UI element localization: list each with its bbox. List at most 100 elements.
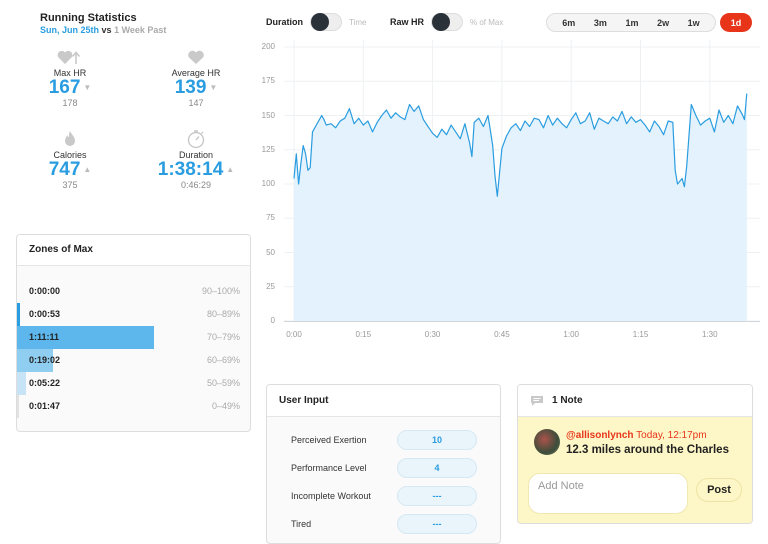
time-range-selector: 6m 3m 1m 2w 1w: [546, 13, 716, 32]
incomplete-workout-field[interactable]: ---: [397, 486, 477, 506]
zone-range: 50–59%: [206, 378, 240, 388]
duration-time-toggle-group: Duration Time: [266, 13, 366, 31]
y-tick-label: 50: [266, 247, 275, 257]
zone-time: 0:00:53: [29, 309, 61, 319]
note-list: @allisonlynch Today, 12:17pm 12.3 miles …: [518, 417, 752, 523]
page-title: Running Statistics: [40, 12, 137, 24]
comparison-subtitle: Sun, Jun 25th vs 1 Week Past: [40, 25, 166, 35]
y-tick-label: 25: [266, 281, 275, 291]
x-tick-label: 1:30: [702, 330, 718, 339]
zone-bar: [17, 326, 155, 349]
zone-row: 0:00:00 90–100%: [17, 280, 250, 303]
heart-up-icon: [10, 48, 130, 66]
x-tick-label: 1:15: [632, 330, 649, 339]
calories-previous: 375: [62, 180, 78, 191]
zone-range: 0–49%: [211, 401, 240, 411]
user-input-title: User Input: [267, 385, 500, 417]
zones-title: Zones of Max: [17, 235, 250, 266]
user-input-row: Tired ---: [291, 514, 481, 534]
stopwatch-icon: [136, 130, 256, 149]
duration-time-toggle[interactable]: [310, 13, 342, 31]
zone-time: 0:19:02: [29, 355, 61, 365]
user-input-row: Incomplete Workout ---: [291, 486, 481, 506]
range-1m[interactable]: 1m: [625, 17, 639, 28]
zone-range: 90–100%: [201, 286, 240, 296]
zones-of-max-panel: Zones of Max 0:00:00 90–100% 0:00:53 80–89%…: [16, 234, 251, 432]
zone-bar: [17, 372, 27, 395]
trend-down-icon: ▼: [209, 83, 218, 92]
trend-up-icon: ▲: [226, 165, 235, 174]
x-tick-label: 1:00: [563, 330, 579, 339]
performance-level-field[interactable]: 4: [397, 458, 477, 478]
range-2w[interactable]: 2w: [657, 17, 670, 28]
average-hr-value: 139: [174, 77, 207, 99]
x-tick-label: 0:00: [286, 330, 302, 339]
trend-down-icon: ▼: [83, 83, 92, 92]
y-tick-label: 175: [261, 76, 275, 86]
hr-mode-toggle-group: Raw HR % of Max: [390, 13, 503, 31]
zone-time: 0:00:00: [29, 286, 61, 296]
notes-count: 1 Note: [552, 395, 583, 406]
y-tick-label: 75: [266, 213, 275, 223]
y-tick-label: 100: [261, 179, 275, 188]
note-timestamp: Today, 12:17pm: [636, 430, 707, 441]
comment-icon: [530, 395, 544, 410]
x-tick-label: 0:45: [494, 330, 510, 339]
zone-row: 0:01:47 0–49%: [17, 395, 250, 418]
max-hr-value: 167: [48, 77, 81, 99]
zone-row: 0:19:02 60–69%: [17, 349, 250, 372]
zone-row: 0:00:53 80–89%: [17, 303, 250, 326]
y-tick-label: 150: [261, 110, 275, 120]
hr-mode-toggle[interactable]: [431, 13, 464, 31]
y-tick-label: 125: [261, 144, 275, 154]
zone-time: 1:11:11: [29, 332, 60, 342]
zone-bar: [17, 349, 54, 372]
zone-row: 1:11:11 70–79%: [17, 326, 250, 349]
x-tick-label: 0:15: [355, 330, 372, 339]
duration-previous: 0:46:29: [180, 180, 212, 191]
notes-header: 1 Note: [518, 385, 752, 417]
flame-icon: [10, 130, 130, 148]
note-meta: @allisonlynch Today, 12:17pm: [566, 430, 707, 441]
range-1d-active[interactable]: 1d: [720, 13, 752, 32]
range-6m[interactable]: 6m: [562, 17, 576, 28]
y-tick-label: 0: [270, 316, 275, 325]
user-input-row: Perceived Exertion 10: [291, 430, 481, 450]
stat-duration: Duration 1:38:14 ▲ 0:46:29: [136, 130, 256, 190]
trend-up-icon: ▲: [83, 165, 92, 174]
note-text: 12.3 miles around the Charles: [566, 444, 729, 456]
stat-calories: Calories 747 ▲ 375: [10, 130, 130, 190]
user-input-panel: User Input Perceived Exertion 10 Perform…: [266, 384, 501, 544]
zone-bar: [17, 303, 20, 326]
notes-panel: 1 Note @allisonlynch Today, 12:17pm 12.3…: [517, 384, 753, 524]
note-username[interactable]: @allisonlynch: [566, 430, 634, 441]
avatar[interactable]: [534, 429, 560, 455]
stat-average-hr: Average HR 139 ▼ 147: [136, 48, 256, 108]
zone-range: 70–79%: [206, 332, 240, 342]
average-hr-previous: 147: [188, 98, 204, 109]
comparison-period[interactable]: 1 Week Past: [114, 25, 167, 35]
heart-icon: [136, 48, 256, 66]
range-3m[interactable]: 3m: [593, 17, 607, 28]
zone-range: 60–69%: [206, 355, 240, 365]
zone-time: 0:05:22: [29, 378, 61, 388]
perceived-exertion-field[interactable]: 10: [397, 430, 477, 450]
user-input-row: Performance Level 4: [291, 458, 481, 478]
vs-label: vs: [101, 25, 112, 35]
max-hr-previous: 178: [62, 98, 78, 109]
y-tick-label: 200: [261, 42, 275, 51]
heart-rate-chart[interactable]: [0, 0, 768, 531]
post-button[interactable]: Post: [696, 478, 742, 502]
zone-time: 0:01:47: [29, 401, 61, 411]
range-1w[interactable]: 1w: [687, 17, 700, 28]
stat-max-hr: Max HR 167 ▼ 178: [10, 48, 130, 108]
zone-row: 0:05:22 50–59%: [17, 372, 250, 395]
x-tick-label: 0:30: [424, 330, 441, 339]
selected-date[interactable]: Sun, Jun 25th: [40, 25, 100, 35]
add-note-input[interactable]: Add Note: [528, 473, 688, 514]
tired-field[interactable]: ---: [397, 514, 477, 534]
zone-bar: [17, 395, 20, 418]
zone-range: 80–89%: [206, 309, 240, 319]
duration-value: 1:38:14: [157, 159, 224, 181]
calories-value: 747: [48, 159, 81, 181]
